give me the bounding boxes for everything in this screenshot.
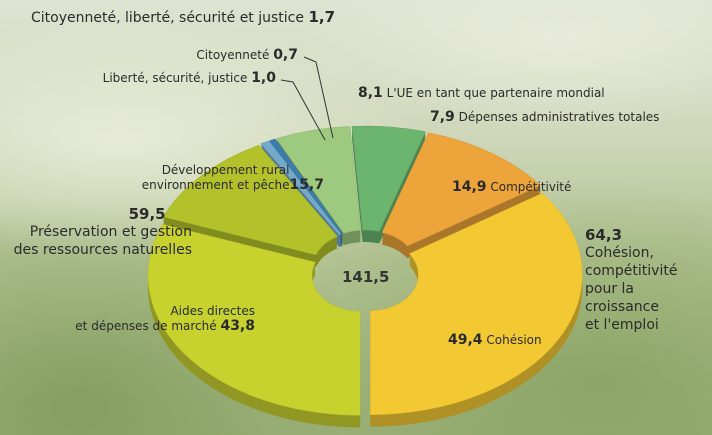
slice: [370, 192, 583, 415]
leader-line: [303, 56, 334, 139]
slice-label: 14,9 Compétitivité: [452, 180, 571, 195]
value-label: 0,7: [273, 47, 298, 63]
slice: [275, 126, 361, 234]
group-value: 1,7: [308, 8, 336, 26]
group-name: Cohésion, compétitivité pour la croissan…: [585, 245, 678, 333]
group-label: 64,3 Cohésion, compétitivité pour la croi…: [585, 226, 712, 334]
category-name: Dépenses administratives totales: [458, 110, 660, 124]
category-name: Développement rural environnement et pêc…: [141, 163, 290, 192]
group-label: 59,5 Préservation et gestion des ressourc…: [14, 205, 192, 259]
category-name: Citoyenneté: [196, 48, 270, 62]
slice: [351, 125, 426, 232]
group-value: 59,5: [128, 205, 166, 223]
slice: [381, 132, 542, 247]
value-label: 8,1: [358, 85, 383, 101]
value-label: 1,0: [251, 70, 276, 86]
value-label: 14,9: [452, 179, 487, 195]
slice: [147, 223, 361, 416]
slice: [162, 144, 338, 256]
value-label: 15,7: [289, 177, 324, 193]
leader-line: [280, 79, 326, 141]
category-name: Cohésion: [486, 333, 542, 347]
value-label: 43,8: [220, 318, 255, 334]
total-label: 141,5: [342, 268, 390, 286]
value-label: 49,4: [448, 332, 483, 348]
slice-label: Développement rural environnement et pêc…: [142, 163, 324, 193]
value-label: 7,9: [430, 109, 455, 125]
category-name: Liberté, sécurité, justice: [102, 71, 248, 85]
slice-label: 7,9 Dépenses administratives totales: [430, 110, 659, 125]
slice-label: Citoyenneté 0,7: [196, 48, 298, 63]
slice-label: Liberté, sécurité, justice 1,0: [103, 71, 276, 86]
group-value: 64,3: [585, 226, 623, 244]
category-name: Aides directes et dépenses de marché: [75, 304, 255, 333]
category-name: L'UE en tant que partenaire mondial: [386, 86, 605, 100]
slice-label: 49,4 Cohésion: [448, 333, 542, 348]
slice-label: 8,1 L'UE en tant que partenaire mondial: [358, 86, 605, 101]
group-label: Citoyenneté, liberté, sécurité et justic…: [31, 8, 335, 27]
slice-label: Aides directes et dépenses de marché 43,…: [75, 304, 255, 334]
category-name: Compétitivité: [490, 180, 572, 194]
group-name: Citoyenneté, liberté, sécurité et justic…: [31, 10, 304, 26]
group-name: Préservation et gestion des ressources n…: [13, 224, 192, 258]
slice: [260, 140, 342, 236]
